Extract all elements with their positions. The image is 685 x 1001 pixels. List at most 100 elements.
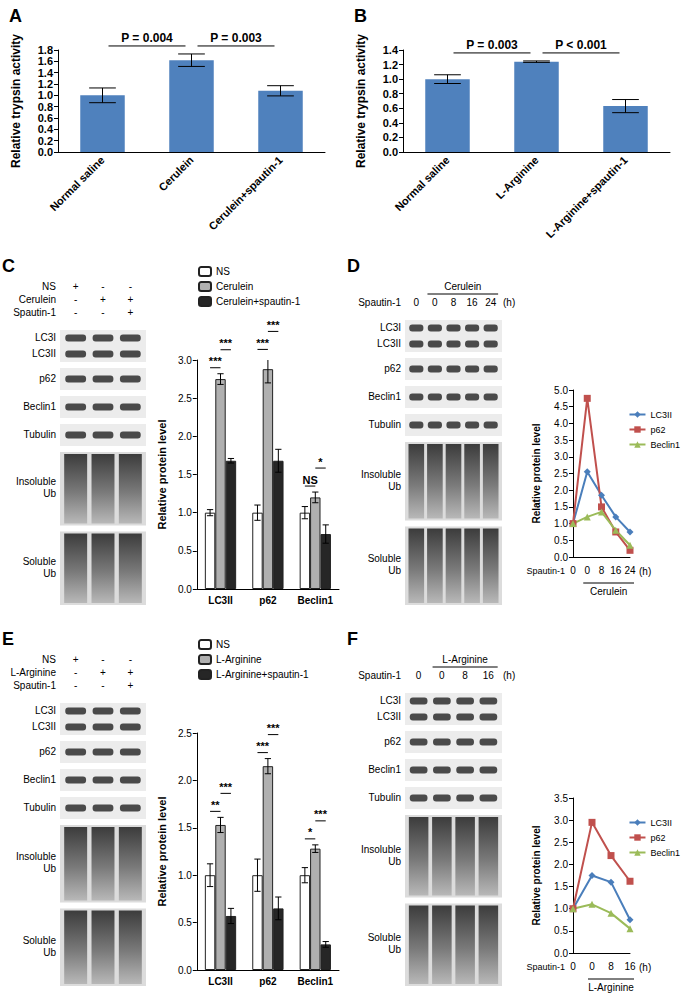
svg-text:LC3II: LC3II xyxy=(32,348,56,359)
svg-text:16: 16 xyxy=(467,297,479,308)
svg-text:16: 16 xyxy=(624,961,636,972)
svg-text:B: B xyxy=(354,6,367,26)
svg-text:p62: p62 xyxy=(384,363,401,374)
svg-text:2.5: 2.5 xyxy=(554,468,568,479)
svg-text:*: * xyxy=(308,826,313,838)
svg-text:P = 0.003: P = 0.003 xyxy=(210,31,262,45)
svg-text:Insoluble: Insoluble xyxy=(361,844,401,855)
svg-text:0.4: 0.4 xyxy=(38,123,54,135)
svg-text:4.0: 4.0 xyxy=(554,418,568,429)
svg-text:24: 24 xyxy=(485,297,497,308)
svg-text:***: *** xyxy=(267,319,281,331)
svg-text:NS: NS xyxy=(216,266,230,277)
svg-text:-: - xyxy=(129,654,132,665)
svg-text:0: 0 xyxy=(570,565,576,576)
svg-text:1.6: 1.6 xyxy=(38,55,53,67)
svg-text:8: 8 xyxy=(608,961,614,972)
svg-text:Relative protein level: Relative protein level xyxy=(531,423,542,523)
svg-text:NS: NS xyxy=(302,474,317,486)
svg-text:Insoluble: Insoluble xyxy=(361,469,401,480)
svg-text:Tubulin: Tubulin xyxy=(369,792,401,803)
svg-text:p62: p62 xyxy=(39,746,56,757)
svg-text:P = 0.003: P = 0.003 xyxy=(466,38,518,52)
svg-text:***: *** xyxy=(256,740,270,752)
svg-text:0: 0 xyxy=(414,297,420,308)
svg-text:0.8: 0.8 xyxy=(383,88,398,100)
svg-text:(h): (h) xyxy=(503,297,515,308)
svg-text:1.8: 1.8 xyxy=(38,44,53,56)
svg-text:***: *** xyxy=(256,337,270,349)
svg-text:0.0: 0.0 xyxy=(178,965,192,976)
svg-text:1.2: 1.2 xyxy=(383,59,398,71)
svg-text:0.5: 0.5 xyxy=(554,925,568,936)
svg-text:p62: p62 xyxy=(650,833,665,843)
svg-text:Soluble: Soluble xyxy=(23,556,57,567)
svg-text:L-Arginine: L-Arginine xyxy=(493,154,540,201)
svg-text:+: + xyxy=(127,307,133,318)
svg-text:Cerulein: Cerulein xyxy=(19,294,56,305)
svg-text:1.0: 1.0 xyxy=(178,507,192,518)
svg-text:L-Arginine: L-Arginine xyxy=(588,982,634,993)
svg-text:Ub: Ub xyxy=(388,481,401,492)
svg-text:***: *** xyxy=(209,355,223,367)
svg-text:-: - xyxy=(101,281,104,292)
svg-text:Normal saline: Normal saline xyxy=(392,154,451,213)
svg-text:-: - xyxy=(101,680,104,691)
svg-text:8: 8 xyxy=(451,297,457,308)
svg-text:L-Arginine+spautin-1: L-Arginine+spautin-1 xyxy=(216,669,309,680)
svg-text:p62: p62 xyxy=(39,373,56,384)
svg-text:Ub: Ub xyxy=(43,488,56,499)
svg-text:Cerulein: Cerulein xyxy=(444,281,481,292)
svg-text:1.0: 1.0 xyxy=(38,89,53,101)
svg-text:Relative protein level: Relative protein level xyxy=(156,419,168,529)
svg-text:Soluble: Soluble xyxy=(23,935,57,946)
svg-text:LC3II: LC3II xyxy=(377,338,401,349)
svg-text:LC3II: LC3II xyxy=(208,976,233,987)
svg-text:Beclin1: Beclin1 xyxy=(368,391,401,402)
svg-text:1.4: 1.4 xyxy=(383,44,399,56)
svg-text:Normal saline: Normal saline xyxy=(47,154,106,213)
svg-text:Relative trypsin activity: Relative trypsin activity xyxy=(9,34,23,168)
svg-text:Tubulin: Tubulin xyxy=(24,429,56,440)
svg-text:Insoluble: Insoluble xyxy=(16,476,56,487)
svg-text:3.0: 3.0 xyxy=(178,355,192,366)
svg-text:+: + xyxy=(100,294,106,305)
svg-text:0.0: 0.0 xyxy=(383,146,398,158)
svg-text:2.5: 2.5 xyxy=(554,837,568,848)
svg-text:0.5: 0.5 xyxy=(178,917,192,928)
svg-text:-: - xyxy=(101,654,104,665)
svg-text:Cerulein+spautin-1: Cerulein+spautin-1 xyxy=(216,296,301,307)
svg-text:Insoluble: Insoluble xyxy=(16,851,56,862)
svg-text:+: + xyxy=(127,680,133,691)
svg-text:-: - xyxy=(74,680,77,691)
svg-text:LC3II: LC3II xyxy=(650,818,672,828)
svg-text:5.0: 5.0 xyxy=(554,385,568,396)
svg-text:***: *** xyxy=(314,808,328,820)
svg-text:1.5: 1.5 xyxy=(178,822,192,833)
svg-text:+: + xyxy=(127,667,133,678)
svg-text:p62: p62 xyxy=(650,425,665,435)
svg-text:3.5: 3.5 xyxy=(554,793,568,804)
svg-text:(h): (h) xyxy=(639,566,651,577)
svg-text:Ub: Ub xyxy=(43,568,56,579)
svg-text:1.0: 1.0 xyxy=(554,903,568,914)
svg-text:Relative trypsin activity: Relative trypsin activity xyxy=(354,34,368,168)
svg-text:0.0: 0.0 xyxy=(38,146,53,158)
svg-text:2.0: 2.0 xyxy=(178,431,192,442)
svg-text:(h): (h) xyxy=(639,962,651,973)
svg-text:Ub: Ub xyxy=(388,565,401,576)
svg-text:(h): (h) xyxy=(503,670,515,681)
svg-text:0.0: 0.0 xyxy=(178,584,192,595)
svg-text:3.0: 3.0 xyxy=(554,815,568,826)
svg-text:1.5: 1.5 xyxy=(554,501,568,512)
svg-text:Ub: Ub xyxy=(388,856,401,867)
svg-text:Cerulein: Cerulein xyxy=(216,281,253,292)
svg-text:NS: NS xyxy=(216,639,230,650)
svg-text:0: 0 xyxy=(570,961,576,972)
svg-text:2.0: 2.0 xyxy=(178,775,192,786)
svg-text:0.4: 0.4 xyxy=(383,117,399,129)
svg-text:16: 16 xyxy=(610,565,622,576)
svg-text:Beclin1: Beclin1 xyxy=(650,848,680,858)
svg-text:24: 24 xyxy=(624,565,636,576)
svg-text:Spautin-1: Spautin-1 xyxy=(526,962,565,972)
